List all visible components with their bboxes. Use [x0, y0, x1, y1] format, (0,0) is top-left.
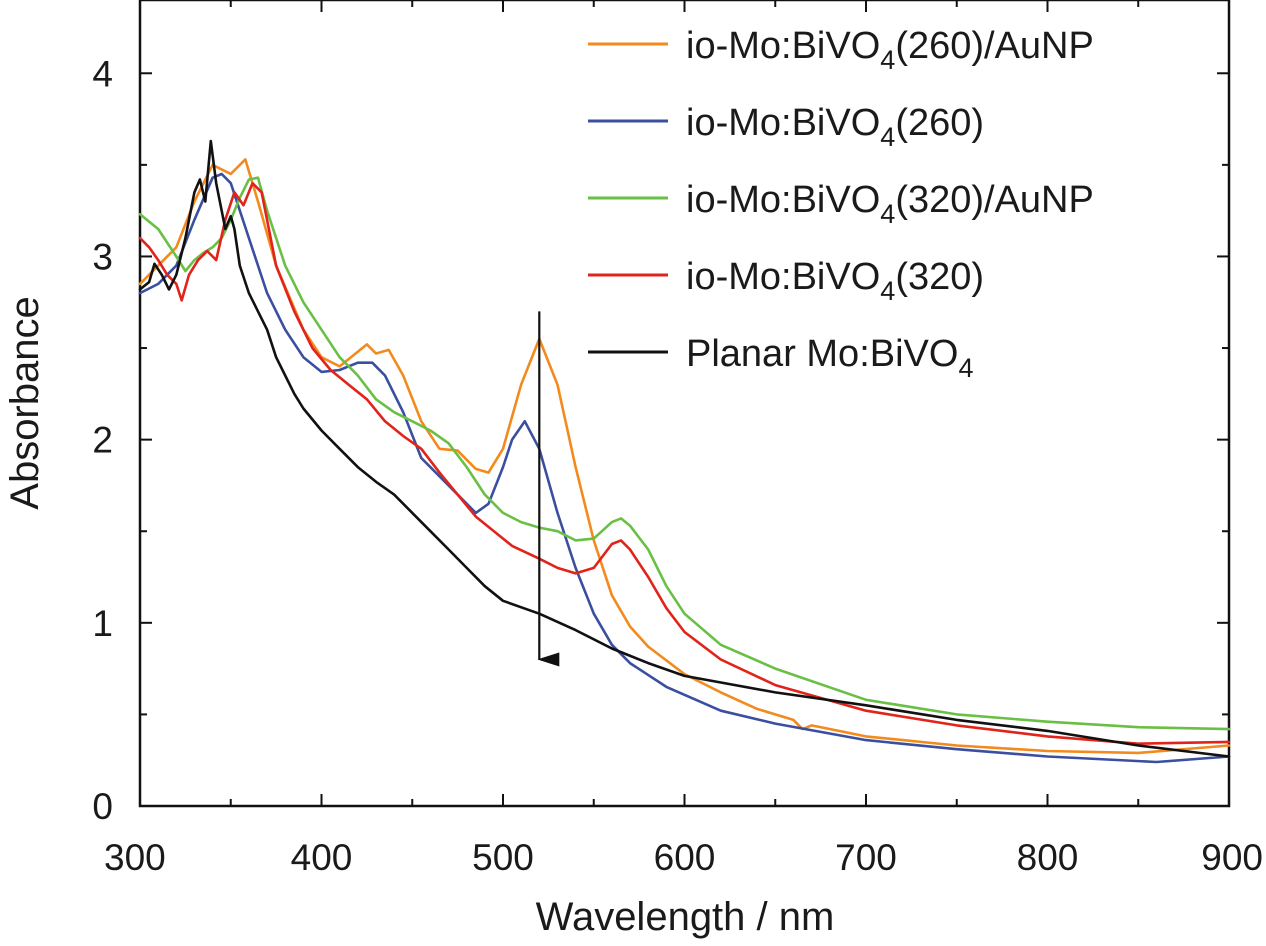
x-axis-ticks: 300 400 500 600 700 800 900 [104, 0, 1263, 878]
y-axis-title: Absorbance [3, 296, 47, 509]
y-tick-label: 3 [92, 236, 113, 277]
series-line-4 [138, 181, 1231, 745]
legend-label: io-Mo:BiVO4(320)/AuNP [686, 179, 1094, 229]
y-tick-label: 2 [92, 420, 113, 461]
x-axis-title: Wavelength / nm [536, 895, 835, 939]
x-tick-label: 500 [472, 837, 534, 878]
legend-label: io-Mo:BiVO4(260) [686, 102, 984, 152]
x-tick-label: 700 [835, 837, 897, 878]
x-tick-label: 400 [291, 837, 353, 878]
y-tick-label: 0 [92, 786, 113, 827]
plot-frame [138, 0, 1231, 808]
legend-label: io-Mo:BiVO4(260)/AuNP [686, 25, 1094, 75]
y-tick-label: 1 [92, 603, 113, 644]
y-tick-label: 4 [92, 53, 113, 94]
x-tick-label: 300 [104, 837, 166, 878]
legend: io-Mo:BiVO4(260)/AuNP io-Mo:BiVO4(260) io-… [588, 25, 1094, 383]
series-line-3 [138, 176, 1231, 731]
series-layer [138, 139, 1231, 764]
legend-label: Planar Mo:BiVO4 [686, 333, 973, 383]
x-tick-label: 600 [654, 837, 716, 878]
legend-label: io-Mo:BiVO4(320) [686, 256, 984, 306]
y-axis-ticks: 0 1 2 3 4 [92, 53, 1229, 827]
x-tick-label: 900 [1201, 837, 1263, 878]
series-line-1 [138, 158, 1231, 755]
series-line-5 [138, 139, 1231, 758]
x-tick-label: 800 [1017, 837, 1079, 878]
